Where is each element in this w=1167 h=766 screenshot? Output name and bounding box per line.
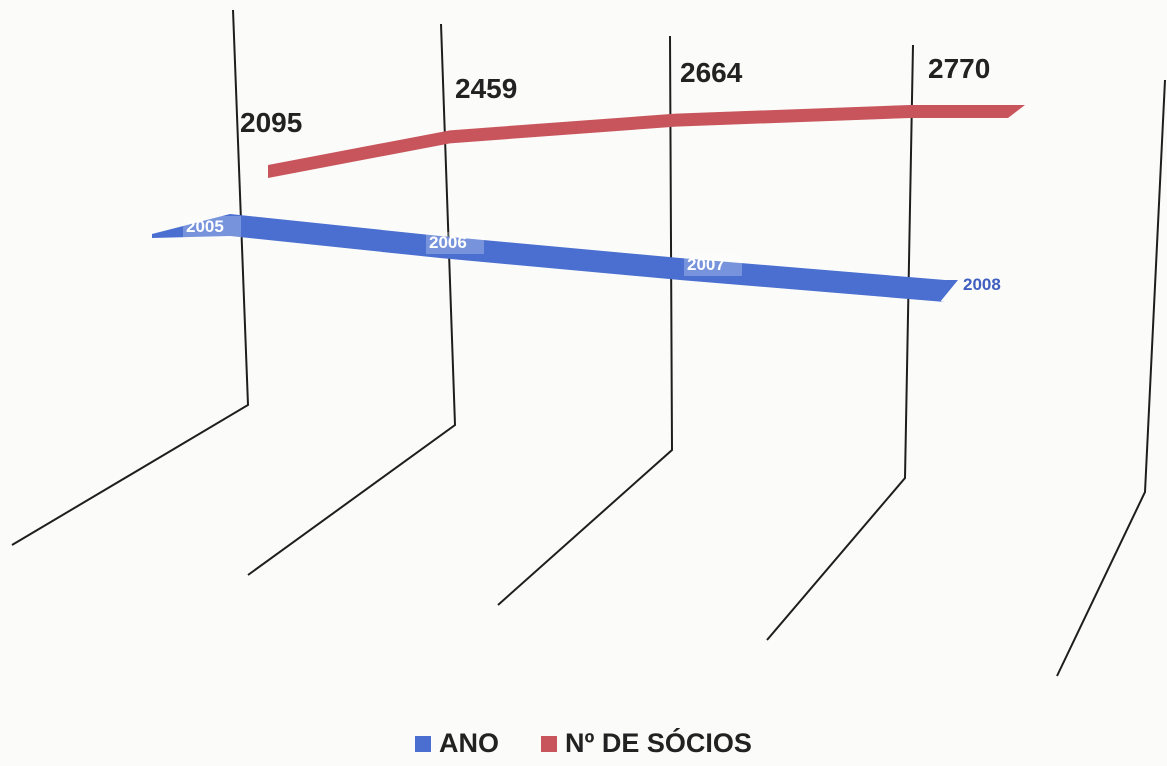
legend-label-socios: Nº DE SÓCIOS [565, 728, 752, 758]
socios-ribbon [268, 105, 1025, 178]
ano-ribbon [152, 214, 958, 302]
year-label-bg [684, 254, 742, 276]
legend-item-socios: Nº DE SÓCIOS [541, 728, 752, 759]
legend: ANO Nº DE SÓCIOS [0, 728, 1167, 759]
gridline-5 [1056, 79, 1166, 677]
socios-value-label: 2770 [928, 53, 990, 84]
socios-value-label: 2664 [680, 57, 743, 88]
year-label: 2008 [963, 275, 1001, 294]
legend-swatch-ano [415, 735, 432, 752]
year-label-bg [426, 232, 484, 254]
year-label: 2006 [429, 233, 467, 252]
legend-swatch-socios [541, 735, 558, 752]
value-labels: 2095 2459 2664 2770 [240, 53, 990, 138]
gridline-3 [497, 35, 674, 606]
year-label-bg [183, 216, 241, 238]
gridline-1 [11, 9, 250, 546]
year-label: 2007 [687, 255, 725, 274]
socios-value-label: 2459 [455, 73, 517, 104]
year-labels: 2005 2006 2007 2008 [183, 216, 1001, 294]
gridline-2 [247, 23, 457, 576]
year-label: 2005 [186, 217, 224, 236]
gridline-4 [766, 44, 914, 641]
legend-item-ano: ANO [415, 728, 499, 759]
socios-value-label: 2095 [240, 107, 302, 138]
gridlines [11, 9, 1166, 677]
legend-label-ano: ANO [439, 728, 500, 758]
chart-svg: 2005 2006 2007 2008 2095 2459 2664 2770 [11, 9, 1166, 677]
